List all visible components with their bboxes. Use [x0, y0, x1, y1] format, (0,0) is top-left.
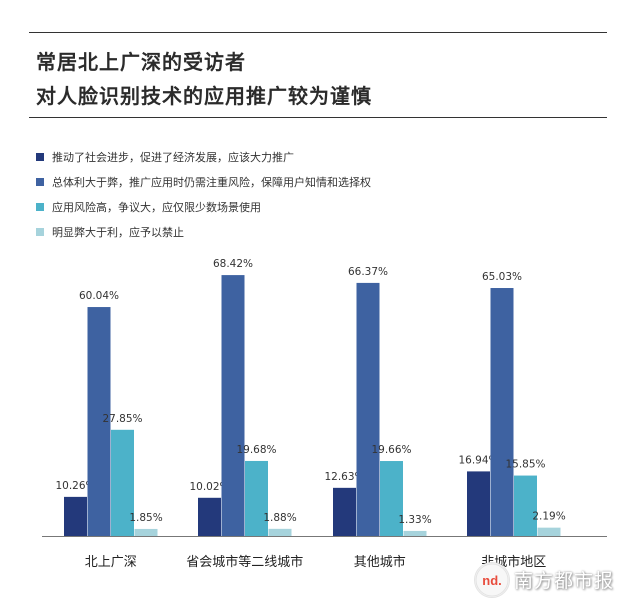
newspaper-logo-icon: nd. — [474, 562, 510, 598]
data-label-2-1: 10.02% — [189, 481, 229, 493]
bar-4-1 — [467, 471, 490, 536]
bar-3-1 — [333, 487, 356, 536]
category-label-2: 省会城市等二线城市 — [186, 554, 303, 570]
data-label-1-3: 27.85% — [102, 413, 142, 425]
data-label-4-4: 2.19% — [532, 511, 565, 523]
bottom-rule — [29, 117, 607, 118]
data-label-3-1: 12.63% — [324, 471, 364, 483]
data-label-2-4: 1.88% — [263, 512, 296, 524]
category-label-3: 其他城市 — [354, 554, 406, 570]
bar-2-4 — [268, 528, 292, 536]
bar-1-4 — [134, 528, 158, 536]
bar-2-3 — [245, 460, 268, 536]
data-label-2-2: 68.42% — [213, 258, 253, 270]
data-label-4-3: 15.85% — [505, 459, 545, 471]
bar-4-4 — [537, 527, 561, 536]
bar-3-4 — [403, 530, 427, 536]
legend-swatch-2 — [36, 178, 44, 186]
bar-1-1 — [64, 496, 87, 536]
watermark: nd. 南方都市报 — [474, 562, 624, 598]
data-label-4-2: 65.03% — [482, 271, 522, 283]
legend-label-1: 推动了社会进步，促进了经济发展，应该大力推广 — [52, 151, 294, 164]
data-label-4-1: 16.94% — [458, 454, 498, 466]
legend-swatch-3 — [36, 203, 44, 211]
data-label-1-2: 60.04% — [79, 290, 119, 302]
watermark-logo-text: nd. — [482, 573, 502, 588]
legend-swatch-1 — [36, 153, 44, 161]
data-label-3-3: 19.66% — [371, 444, 411, 456]
data-label-2-3: 19.68% — [236, 444, 276, 456]
legend-label-4: 明显弊大于利，应予以禁止 — [52, 226, 184, 239]
legend-swatch-4 — [36, 228, 44, 236]
bar-1-3 — [111, 429, 134, 536]
top-rule — [29, 32, 607, 33]
legend-label-3: 应用风险高，争议大，应仅限少数场景使用 — [52, 201, 261, 214]
legend-label-2: 总体利大于弊，推广应用时仍需注重风险，保障用户知情和选择权 — [52, 176, 371, 189]
bar-3-2 — [356, 282, 380, 536]
data-label-3-4: 1.33% — [398, 514, 431, 526]
watermark-text: 南方都市报 — [514, 570, 615, 592]
title-line-1: 常居北上广深的受访者 — [36, 50, 246, 74]
title-line-2: 对人脸识别技术的应用推广较为谨慎 — [36, 84, 372, 108]
bar-4-2 — [490, 288, 514, 536]
bar-4-3 — [514, 475, 537, 536]
bar-2-2 — [221, 275, 245, 536]
data-label-1-1: 10.26% — [55, 480, 95, 492]
bar-2-1 — [198, 497, 221, 536]
category-label-1: 北上广深 — [85, 555, 137, 570]
bar-3-3 — [380, 461, 403, 536]
data-label-1-4: 1.85% — [129, 512, 162, 524]
data-label-3-2: 66.37% — [348, 266, 388, 278]
bar-1-2 — [87, 307, 111, 536]
